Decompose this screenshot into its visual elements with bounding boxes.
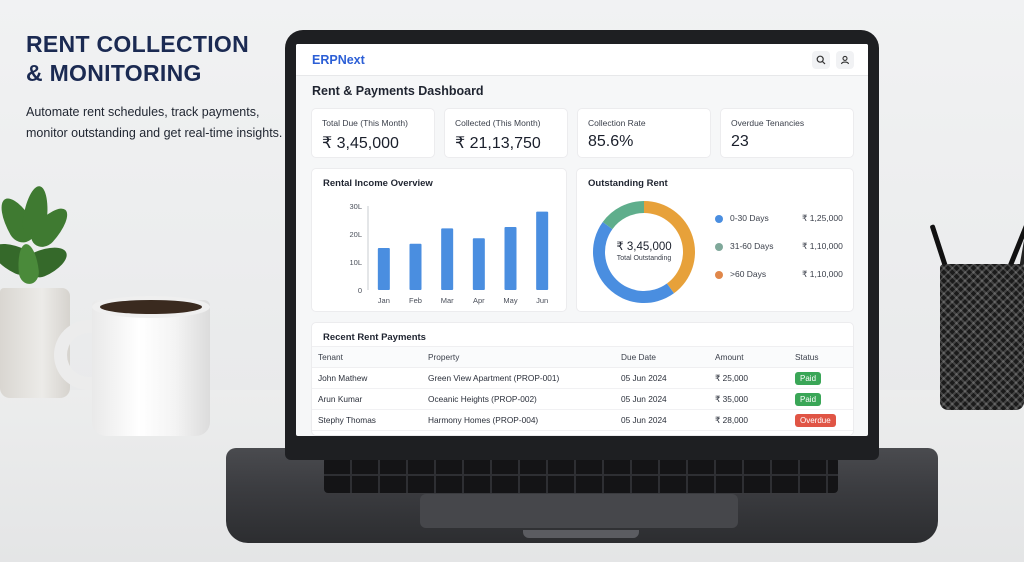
laptop-lip	[523, 530, 639, 538]
promo-text: RENT COLLECTION & MONITORING Automate re…	[26, 30, 291, 144]
kpi-value: ₹ 21,13,750	[455, 135, 541, 152]
tenant-cell: Arun Kumar	[312, 388, 422, 410]
y-tick-label: 30L	[349, 202, 362, 211]
legend-row-31-60: 31-60 Days ₹ 1,10,000	[577, 241, 853, 255]
bar-mar	[441, 228, 454, 290]
kpi-value: 23	[731, 133, 749, 150]
laptop-screen: ERPNext Rent & Payments Dashboard Total …	[296, 44, 868, 436]
amount-cell: ₹ 28,000	[709, 409, 789, 431]
laptop-trackpad	[420, 494, 738, 528]
donut-slice-0	[593, 222, 674, 303]
due-date-cell: 05 Jun 2024	[615, 367, 709, 389]
legend-amount: ₹ 1,10,000	[802, 241, 843, 251]
kpi-label: Overdue Tenancies	[731, 118, 805, 128]
table-header-row: Tenant Property Due Date Amount Status	[312, 346, 853, 368]
recent-payments-card: Recent Rent Payments Tenant Property Due…	[311, 322, 854, 436]
property-cell: Harmony Homes (PROP-004)	[422, 409, 615, 431]
legend-dot-31-60	[715, 243, 723, 251]
x-tick-label: Feb	[409, 296, 422, 305]
donut-slice-2	[602, 201, 644, 230]
legend-label: 0-30 Days	[730, 213, 769, 223]
amount-cell: ₹ 35,000	[709, 388, 789, 410]
legend-label: 31-60 Days	[730, 241, 774, 251]
bar-jan	[377, 248, 390, 290]
kpi-label: Collection Rate	[588, 118, 646, 128]
x-tick-label: May	[503, 296, 517, 305]
promo-title-line2: & MONITORING	[26, 60, 202, 86]
legend-dot-0-30	[715, 215, 723, 223]
kpi-card-collected: Collected (This Month) ₹ 21,13,750	[444, 108, 568, 158]
kpi-label: Total Due (This Month)	[322, 118, 408, 128]
status-badge: Paid	[795, 371, 822, 385]
column-header-due-date[interactable]: Due Date	[615, 346, 709, 368]
status-cell: Paid	[789, 388, 853, 410]
promo-title-line1: RENT COLLECTION	[26, 31, 249, 57]
kpi-card-overdue: Overdue Tenancies 23	[720, 108, 854, 158]
laptop-keyboard	[324, 457, 838, 493]
due-date-cell: 05 Jun 2024	[615, 409, 709, 431]
promo-subtitle: Automate rent schedules, track payments,…	[26, 102, 291, 144]
rental-income-title: Rental Income Overview	[323, 178, 433, 189]
app-brand[interactable]: ERPNext	[312, 52, 365, 67]
kpi-label: Collected (This Month)	[455, 118, 541, 128]
donut-center-value: ₹ 3,45,000	[616, 241, 672, 253]
search-icon[interactable]	[812, 50, 830, 69]
tenant-cell: John Mathew	[312, 367, 422, 389]
bar-apr	[472, 238, 485, 290]
status-cell: Paid	[789, 367, 853, 389]
y-tick-label: 0	[358, 286, 362, 295]
x-tick-label: Mar	[441, 296, 454, 305]
legend-row-0-30: 0-30 Days ₹ 1,25,000	[577, 213, 853, 227]
promo-subtitle-line2: monitor outstanding and get real-time in…	[26, 126, 283, 140]
column-header-status[interactable]: Status	[789, 346, 853, 368]
payments-table: Tenant Property Due Date Amount Status J…	[312, 346, 853, 431]
property-cell: Green View Apartment (PROP-001)	[422, 367, 615, 389]
kpi-value: 85.6%	[588, 133, 634, 150]
legend-label: >60 Days	[730, 269, 767, 279]
column-header-tenant[interactable]: Tenant	[312, 346, 422, 368]
due-date-cell: 05 Jun 2024	[615, 388, 709, 410]
outstanding-rent-title: Outstanding Rent	[588, 178, 668, 189]
amount-cell: ₹ 25,000	[709, 367, 789, 389]
status-badge: Overdue	[795, 413, 836, 427]
table-row[interactable]: Stephy Thomas Harmony Homes (PROP-004) 0…	[312, 409, 853, 431]
table-row[interactable]: Arun Kumar Oceanic Heights (PROP-002) 05…	[312, 388, 853, 410]
page-title: Rent & Payments Dashboard	[312, 84, 484, 98]
legend-amount: ₹ 1,25,000	[802, 213, 843, 223]
tenant-cell: Stephy Thomas	[312, 409, 422, 431]
x-tick-label: Jan	[378, 296, 390, 305]
rental-income-card: Rental Income Overview 30L 20L 10L 0 Jan Feb M…	[311, 168, 567, 312]
bar-may	[504, 227, 517, 290]
status-badge: Paid	[795, 392, 822, 406]
y-tick-label: 10L	[349, 258, 362, 267]
kpi-card-total-due: Total Due (This Month) ₹ 3,45,000	[311, 108, 435, 158]
legend-amount: ₹ 1,10,000	[802, 269, 843, 279]
promo-title: RENT COLLECTION & MONITORING	[26, 30, 291, 88]
status-cell: Overdue	[789, 409, 853, 431]
property-cell: Oceanic Heights (PROP-002)	[422, 388, 615, 410]
donut-slice-1	[644, 201, 695, 294]
x-tick-label: Apr	[473, 296, 485, 305]
column-header-amount[interactable]: Amount	[709, 346, 789, 368]
user-icon[interactable]	[836, 50, 854, 69]
x-tick-label: Jun	[536, 296, 548, 305]
legend-row-60-plus: >60 Days ₹ 1,10,000	[577, 269, 853, 283]
kpi-card-collection-rate: Collection Rate 85.6%	[577, 108, 711, 158]
kpi-value: ₹ 3,45,000	[322, 135, 399, 152]
table-row[interactable]: John Mathew Green View Apartment (PROP-0…	[312, 367, 853, 389]
promo-subtitle-line1: Automate rent schedules, track payments,	[26, 105, 260, 119]
column-header-property[interactable]: Property	[422, 346, 615, 368]
legend-dot-60-plus	[715, 271, 723, 279]
bar-feb	[409, 243, 422, 290]
rental-income-chart: 30L 20L 10L 0 Jan Feb Mar Apr May Jun	[349, 202, 549, 305]
recent-payments-title: Recent Rent Payments	[323, 332, 426, 343]
outstanding-donut-chart	[593, 201, 695, 303]
donut-center-label: Total Outstanding	[616, 255, 672, 262]
y-tick-label: 20L	[349, 230, 362, 239]
bar-jun	[536, 211, 549, 290]
outstanding-rent-card: Outstanding Rent ₹ 3,45,000 Total Outsta…	[576, 168, 854, 312]
app-topbar: ERPNext	[296, 44, 868, 76]
